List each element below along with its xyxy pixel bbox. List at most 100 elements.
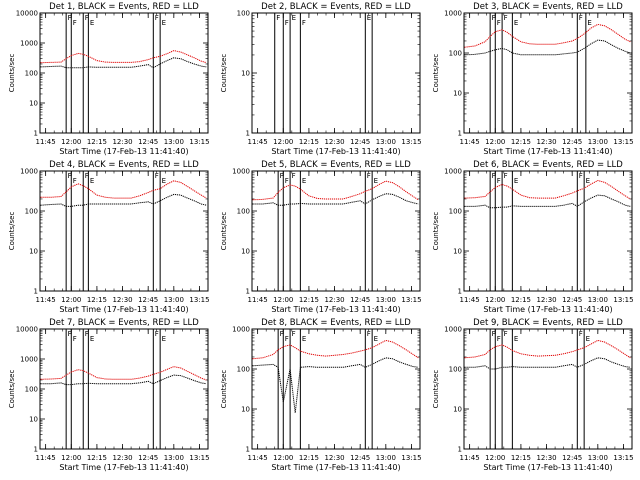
events-series-line [40,193,207,207]
flag-label: E [292,14,296,22]
flag-label: F [85,330,89,338]
x-axis-label: Start Time (17-Feb-13 11:41:40) [483,463,612,472]
y-tick-label: 1 [458,130,462,138]
x-tick-label: 12:30 [536,296,556,304]
detector-panel: Det 8, BLACK = Events, RED = LLD Counts/s… [220,318,422,472]
flag-label: F [497,335,501,343]
x-tick-label: 12:45 [138,296,158,304]
y-tick-label: 10 [29,248,38,256]
x-tick-label: 13:00 [588,296,608,304]
flag-label: F [579,172,583,180]
events-series-line [40,57,207,69]
lld-series-line [40,50,207,64]
y-axis-label: Counts/sec [432,54,440,93]
y-tick-label: 1000 [232,168,250,176]
flag-label: F [492,330,496,338]
x-tick-label: 13:00 [376,454,396,462]
x-tick-label: 12:15 [511,138,531,146]
lld-series-line [252,180,419,201]
y-tick-label: 10 [453,406,462,414]
x-tick-label: 12:45 [350,296,370,304]
panel-title: Det 8, BLACK = Events, RED = LLD [261,318,411,328]
lld-series-line [40,366,207,381]
y-tick-label: 1 [246,446,250,454]
y-tick-label: 10000 [16,10,38,18]
flag-label: E [90,19,94,27]
detector-panel: Det 3, BLACK = Events, RED = LLD Counts/s… [432,2,634,156]
flag-label: F [85,172,89,180]
plot-frame [39,12,209,134]
flag-label: E [162,177,166,185]
panel-title: Det 5, BLACK = Events, RED = LLD [261,160,411,170]
y-axis-label: Counts/sec [432,212,440,251]
plot-frame [251,12,421,134]
flag-label: F [155,14,159,22]
x-tick-label: 13:00 [164,454,184,462]
x-axis-label: Start Time (17-Feb-13 11:41:40) [271,463,400,472]
y-tick-label: 1 [246,130,250,138]
flag-label: F [73,177,77,185]
lld-series-line [464,179,631,200]
panel-title: Det 2, BLACK = Events, RED = LLD [261,2,411,12]
detector-panel: Det 7, BLACK = Events, RED = LLD Counts/s… [8,318,210,472]
x-tick-label: 12:15 [511,296,531,304]
flag-label: E [586,177,590,185]
y-tick-label: 100 [449,366,462,374]
events-series-line [464,39,631,56]
x-tick-label: 12:30 [536,454,556,462]
y-axis-label: Counts/sec [220,370,228,409]
y-tick-label: 10 [241,406,250,414]
flag-label: F [155,172,159,180]
x-tick-label: 12:45 [138,454,158,462]
y-tick-label: 1 [246,288,250,296]
x-tick-label: 13:15 [401,296,421,304]
events-series-line [252,357,419,413]
x-tick-label: 12:45 [562,296,582,304]
lld-series-line [252,339,419,360]
detector-panel: Det 9, BLACK = Events, RED = LLD Counts/s… [432,318,634,472]
lld-series-line [464,339,631,359]
x-axis-label: Start Time (17-Feb-13 11:41:40) [271,147,400,156]
flag-label: E [367,14,371,22]
y-axis-label: Counts/sec [8,54,16,93]
y-tick-label: 10000 [16,326,38,334]
x-tick-label: 11:45 [248,296,268,304]
plot-frame [463,328,633,450]
y-axis-label: Counts/sec [220,212,228,251]
y-tick-label: 100 [237,10,250,18]
plot-frame [251,328,421,450]
x-tick-label: 12:00 [61,296,81,304]
events-series-line [464,357,631,370]
x-tick-label: 12:00 [485,138,505,146]
x-tick-label: 12:15 [299,296,319,304]
x-axis-label: Start Time (17-Feb-13 11:41:40) [483,305,612,314]
x-tick-label: 13:00 [376,138,396,146]
x-tick-label: 13:00 [376,296,396,304]
flag-label: F [276,14,280,22]
flag-label: E [302,335,306,343]
flag-label: E [90,335,94,343]
lld-series-line [40,180,207,199]
flag-label: F [73,335,77,343]
flag-label: F [280,330,284,338]
y-tick-label: 1 [458,288,462,296]
y-tick-label: 10 [29,416,38,424]
x-tick-label: 12:45 [562,454,582,462]
x-tick-label: 13:00 [164,296,184,304]
events-series-line [40,374,207,386]
x-tick-label: 12:00 [273,296,293,304]
flag-label: F [292,330,296,338]
x-tick-label: 12:45 [138,138,158,146]
x-tick-label: 11:45 [460,454,480,462]
x-tick-label: 11:45 [460,296,480,304]
flag-label: F [504,330,508,338]
x-tick-label: 12:15 [299,138,319,146]
y-tick-label: 1 [34,288,38,296]
flag-label: E [302,177,306,185]
x-tick-label: 12:45 [350,138,370,146]
x-tick-label: 11:45 [248,138,268,146]
y-tick-label: 10 [453,90,462,98]
flag-label: E [162,335,166,343]
